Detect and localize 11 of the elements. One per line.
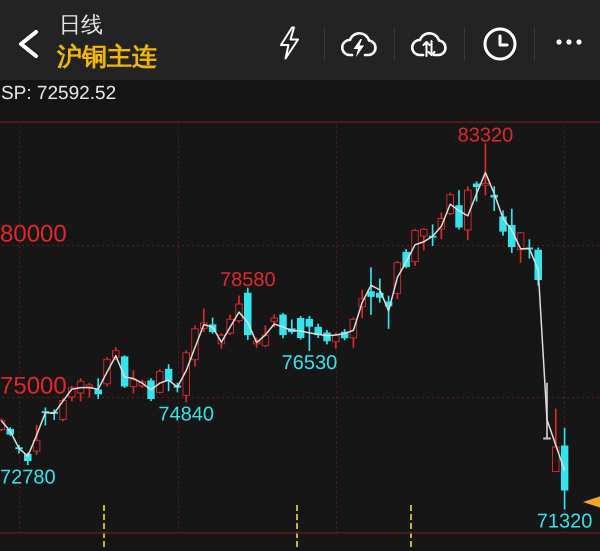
annotation: 78580 [220,269,276,292]
y-tick-label: 80000 [0,220,67,248]
annotation: 76530 [282,352,338,374]
y-tick-label: 75000 [0,372,67,400]
annotation: 72780 [0,466,56,488]
annotation: 71320 [536,510,592,533]
chart-subtitle: 日线 [59,12,103,37]
annotation: 74840 [158,404,214,426]
chart-title: 沪铜主连 [57,43,157,71]
text: SP: 72592.52 [1,83,116,104]
annotation: 83320 [458,124,514,147]
